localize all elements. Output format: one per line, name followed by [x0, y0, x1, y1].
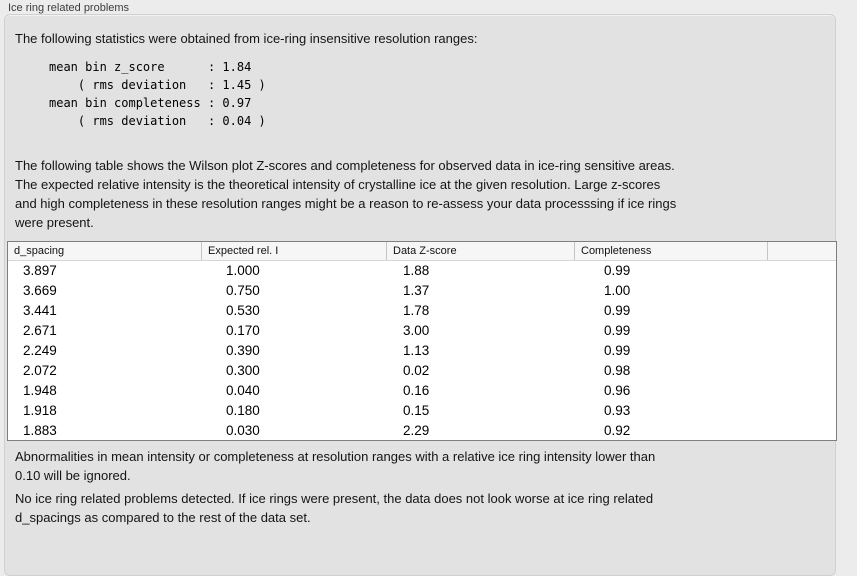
cell-d-spacing: 1.918 [23, 403, 57, 418]
cell-data-z-score: 1.88 [403, 263, 430, 278]
table-row[interactable]: 1.918 0.180 0.15 0.93 [8, 401, 836, 421]
column-header-empty[interactable] [767, 242, 836, 260]
cell-expected-rel-i: 1.000 [226, 263, 260, 278]
ice-ring-report-window: { "panel": { "title": "Ice ring related … [4, 2, 837, 576]
cell-completeness: 0.99 [604, 263, 631, 278]
table-row[interactable]: 2.671 0.170 3.00 0.99 [8, 321, 836, 341]
cell-d-spacing: 3.897 [23, 263, 57, 278]
cell-expected-rel-i: 0.750 [226, 283, 260, 298]
cell-empty [767, 261, 836, 281]
column-header-expected-rel-i[interactable]: Expected rel. I [201, 242, 386, 260]
cell-data-z-score: 2.29 [403, 423, 430, 438]
cell-data-z-score: 0.15 [403, 403, 430, 418]
cell-completeness: 0.92 [604, 423, 631, 438]
cell-completeness: 1.00 [604, 283, 631, 298]
cell-d-spacing: 3.669 [23, 283, 57, 298]
table-row[interactable]: 3.441 0.530 1.78 0.99 [8, 301, 836, 321]
cell-completeness: 0.99 [604, 323, 631, 338]
cell-d-spacing: 1.948 [23, 383, 57, 398]
cell-data-z-score: 1.13 [403, 343, 430, 358]
table-row[interactable]: 3.897 1.000 1.88 0.99 [8, 261, 836, 281]
table-row[interactable]: 3.669 0.750 1.37 1.00 [8, 281, 836, 301]
cell-expected-rel-i: 0.300 [226, 363, 260, 378]
cell-empty [767, 341, 836, 361]
ice-ring-groupbox: The following statistics were obtained f… [4, 14, 837, 576]
table-row[interactable]: 2.249 0.390 1.13 0.99 [8, 341, 836, 361]
cell-completeness: 0.96 [604, 383, 631, 398]
cell-empty [767, 321, 836, 341]
cell-empty [767, 281, 836, 301]
cell-expected-rel-i: 0.170 [226, 323, 260, 338]
cell-data-z-score: 0.02 [403, 363, 430, 378]
ice-ring-table: d_spacing Expected rel. I Data Z-score C… [7, 241, 837, 441]
groupbox-title: Ice ring related problems [8, 2, 130, 14]
cell-data-z-score: 1.37 [403, 283, 430, 298]
statistics-block: mean bin z_score : 1.84 ( rms deviation … [49, 60, 266, 128]
cell-completeness: 0.99 [604, 343, 631, 358]
cell-completeness: 0.99 [604, 303, 631, 318]
cell-empty [767, 401, 836, 421]
cell-empty [767, 301, 836, 321]
cell-expected-rel-i: 0.530 [226, 303, 260, 318]
cell-completeness: 0.98 [604, 363, 631, 378]
table-header-row: d_spacing Expected rel. I Data Z-score C… [8, 242, 836, 261]
intro-text: The following statistics were obtained f… [15, 31, 478, 46]
column-header-d-spacing[interactable]: d_spacing [14, 245, 65, 257]
cell-d-spacing: 2.072 [23, 363, 57, 378]
cell-d-spacing: 2.671 [23, 323, 57, 338]
column-header-data-z-score[interactable]: Data Z-score [386, 242, 574, 260]
cell-data-z-score: 0.16 [403, 383, 430, 398]
cell-expected-rel-i: 0.040 [226, 383, 260, 398]
cell-expected-rel-i: 0.180 [226, 403, 260, 418]
cell-empty [767, 381, 836, 401]
cell-completeness: 0.93 [604, 403, 631, 418]
column-header-completeness[interactable]: Completeness [574, 242, 767, 260]
cell-data-z-score: 1.78 [403, 303, 430, 318]
cell-d-spacing: 1.883 [23, 423, 57, 438]
cell-d-spacing: 3.441 [23, 303, 57, 318]
ignore-threshold-note: Abnormalities in mean intensity or compl… [15, 449, 656, 483]
description-text: The following table shows the Wilson plo… [15, 158, 677, 230]
cell-data-z-score: 3.00 [403, 323, 430, 338]
cell-d-spacing: 2.249 [23, 343, 57, 358]
table-row[interactable]: 1.883 0.030 2.29 0.92 [8, 421, 836, 440]
cell-empty [767, 421, 836, 440]
cell-expected-rel-i: 0.390 [226, 343, 260, 358]
table-row[interactable]: 2.072 0.300 0.02 0.98 [8, 361, 836, 381]
table-body: 3.897 1.000 1.88 0.99 3.669 0.750 1.37 1… [8, 261, 836, 440]
table-row[interactable]: 1.948 0.040 0.16 0.96 [8, 381, 836, 401]
cell-empty [767, 361, 836, 381]
cell-expected-rel-i: 0.030 [226, 423, 260, 438]
conclusion-text: No ice ring related problems detected. I… [15, 491, 654, 525]
